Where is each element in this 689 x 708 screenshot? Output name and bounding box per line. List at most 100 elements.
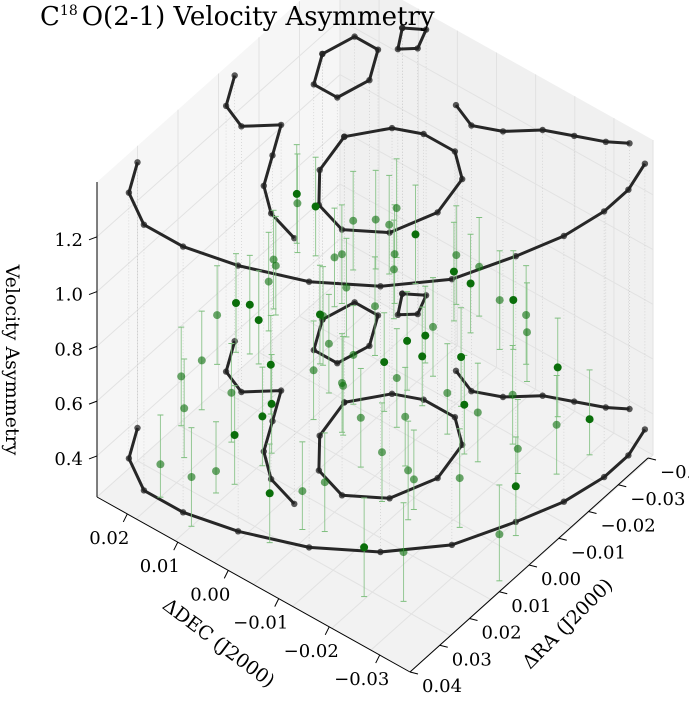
y-grid-line — [299, 1, 613, 492]
data-point — [232, 299, 240, 307]
data-point — [371, 215, 380, 224]
data-point — [271, 261, 280, 270]
x-tick-mark — [618, 484, 627, 488]
data-point — [227, 388, 236, 397]
contour-point — [399, 290, 406, 297]
contour-point — [338, 492, 346, 499]
contour-point — [269, 417, 276, 425]
x-tick-label: 0.02 — [482, 623, 522, 644]
z-tick-mark — [88, 400, 98, 405]
contour-point — [267, 475, 275, 483]
contour-point — [125, 189, 133, 196]
x-tick-mark — [558, 537, 567, 541]
contour-point — [351, 33, 358, 40]
data-point — [213, 311, 222, 320]
z-tick-label: 0.8 — [54, 339, 83, 360]
data-point — [330, 253, 339, 262]
data-point — [421, 331, 430, 340]
contour-point — [374, 312, 382, 319]
contour-point — [600, 473, 608, 481]
contour-point — [560, 498, 568, 505]
y-tick-mark — [324, 626, 330, 636]
contour-point — [222, 368, 230, 375]
data-point — [452, 251, 461, 260]
contour-point — [602, 404, 609, 411]
contour-point — [238, 123, 245, 130]
data-point — [311, 202, 320, 211]
contour-point — [499, 393, 507, 401]
contour-point — [315, 467, 323, 474]
contour-point — [560, 232, 568, 240]
data-point — [509, 296, 518, 304]
contour-point — [125, 455, 133, 462]
contour-point — [366, 77, 373, 84]
contour-point — [600, 208, 608, 215]
tick-labels: −0.04−0.03−0.02−0.010.000.010.020.030.04… — [54, 230, 689, 697]
contour-point — [267, 210, 275, 217]
contour-point — [602, 138, 609, 145]
data-point — [245, 300, 254, 309]
data-point — [267, 399, 276, 408]
contour-point — [448, 541, 456, 549]
data-point — [298, 487, 307, 496]
contours — [125, 24, 649, 556]
contour-point — [305, 544, 313, 551]
contour-point — [238, 388, 245, 396]
y-tick-label: 0.01 — [140, 556, 180, 577]
z-tick-mark — [88, 345, 98, 350]
data-point — [360, 543, 369, 552]
x-tick-label: −0.03 — [630, 489, 685, 510]
z-tick-label: 0.4 — [54, 449, 83, 470]
contour-point — [539, 392, 546, 399]
contour-point — [377, 548, 384, 556]
contour-point — [626, 405, 633, 413]
contour-point — [414, 310, 421, 318]
contour-point — [341, 133, 348, 140]
data-point — [473, 408, 482, 417]
contour-point — [134, 159, 141, 166]
contour-point — [452, 367, 460, 374]
data-point — [403, 336, 412, 345]
z-tick-mark — [88, 291, 98, 296]
chart-title-rest: O(2-1) Velocity Asymmetry — [82, 2, 435, 32]
contour-point — [234, 528, 242, 535]
data-point — [320, 478, 329, 487]
contour-point — [641, 160, 649, 167]
y-tick-label: −0.01 — [233, 613, 288, 634]
data-point — [460, 400, 469, 409]
z-grid-line — [96, 183, 654, 402]
data-point — [508, 390, 517, 399]
contour-point — [452, 101, 460, 109]
x-tick-mark — [647, 457, 657, 461]
contour-point — [468, 388, 475, 395]
z-tick-mark — [88, 455, 98, 460]
x-tick-mark — [409, 671, 419, 675]
contour-point — [334, 94, 341, 101]
data-point — [316, 310, 324, 319]
y-tick-mark — [173, 541, 179, 551]
contour-point — [394, 45, 402, 53]
contour-point — [179, 243, 187, 250]
data-point — [349, 216, 358, 225]
contour-point — [641, 426, 649, 433]
x-tick-label: 0.01 — [511, 596, 551, 617]
data-point — [443, 389, 452, 397]
y-tick-mark — [274, 598, 280, 607]
contour-point — [140, 221, 148, 228]
contour-point — [434, 474, 441, 482]
data-point — [258, 412, 267, 421]
data-point — [378, 448, 386, 457]
contour-point — [277, 387, 285, 394]
contour-point — [316, 432, 323, 439]
x-tick-label: −0.02 — [601, 516, 656, 537]
contour-point — [422, 26, 430, 33]
contour-point — [459, 175, 466, 183]
contour-point — [625, 186, 632, 193]
data-point — [409, 475, 418, 484]
x-tick-label: −0.01 — [571, 542, 626, 563]
x-tick-label: 0.03 — [452, 649, 492, 670]
data-point — [385, 220, 394, 229]
data-point — [411, 230, 420, 239]
contour-point — [222, 102, 230, 110]
data-point — [349, 350, 358, 359]
